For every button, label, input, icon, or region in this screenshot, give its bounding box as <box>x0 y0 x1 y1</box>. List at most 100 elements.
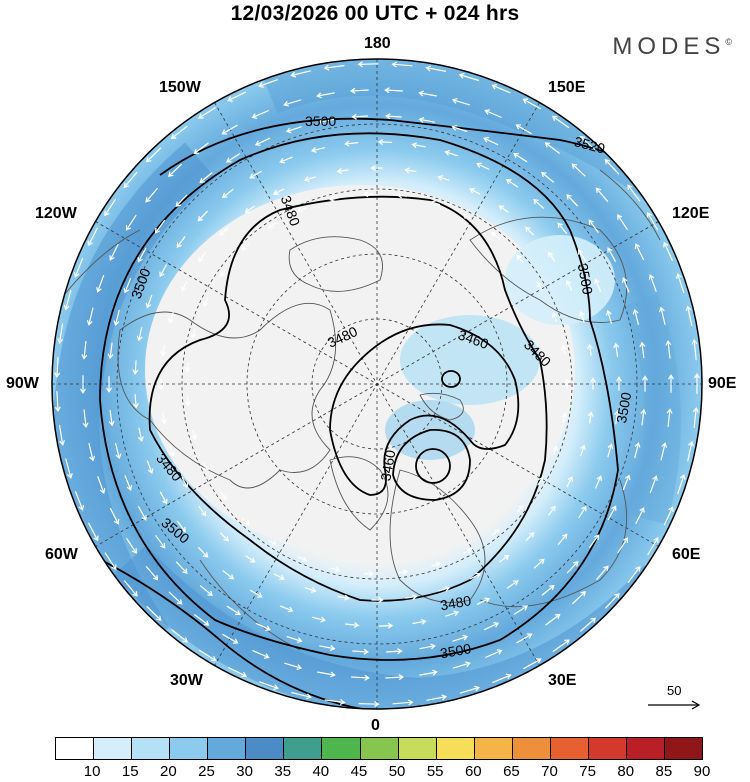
contour-3460-core <box>415 448 451 484</box>
wind-arrow <box>691 338 698 360</box>
wind-arrow <box>227 666 248 678</box>
wind-arrow <box>357 61 379 68</box>
wind-arrow <box>627 184 641 202</box>
wind-arrow <box>96 274 105 293</box>
colorbar-cell <box>208 738 247 759</box>
wind-arrow <box>537 281 543 291</box>
colorbar-cell <box>398 738 437 759</box>
wind-arrow <box>198 506 207 517</box>
wind-arrow <box>123 580 138 597</box>
colorbar-tick-label: 35 <box>274 763 292 780</box>
wind-arrow <box>329 195 340 202</box>
wind-arrow <box>378 622 394 629</box>
wind-arrow <box>184 362 191 373</box>
wind-arrow <box>97 476 106 494</box>
wind-arrow <box>146 460 154 475</box>
wind-arrow <box>658 306 666 325</box>
wind-arrow <box>202 297 209 307</box>
wind-arrow <box>330 566 341 573</box>
wind-arrow <box>291 691 312 700</box>
wind-arrow <box>251 109 269 119</box>
wind-arrow <box>560 344 567 355</box>
wind-arrow <box>123 277 132 294</box>
wind-arrow <box>169 445 175 458</box>
wind-arrow <box>114 442 122 460</box>
lon-label-150w: 150W <box>159 79 201 96</box>
wind-arrow <box>607 247 617 262</box>
wind-arrow <box>525 226 535 236</box>
reference-vector-head <box>691 700 701 710</box>
wind-arrow <box>145 565 159 581</box>
wind-arrow <box>676 273 685 294</box>
wind-arrow <box>273 573 285 580</box>
colorbar-cell <box>56 738 95 759</box>
wind-arrow <box>476 597 491 605</box>
map-disc <box>52 59 702 709</box>
wind-arrow <box>176 236 186 248</box>
colorbar-tick-label: 30 <box>236 763 253 780</box>
wind-arrow <box>541 171 555 183</box>
reference-vector-label: 50 <box>667 683 682 698</box>
wind-arrow <box>587 343 594 356</box>
wind-arrow <box>552 639 570 653</box>
wind-arrow <box>318 118 335 125</box>
wind-arrow <box>146 605 162 621</box>
wind-arrow <box>386 648 403 655</box>
wind-arrow <box>220 491 227 501</box>
wind-arrow <box>641 375 649 392</box>
wind-arrow <box>284 662 303 670</box>
wind-arrow <box>438 586 451 592</box>
contour-3480-outer <box>148 195 548 602</box>
wind-arrow <box>221 124 238 135</box>
wind-arrow <box>370 164 383 172</box>
wind-arrow <box>297 206 307 213</box>
wind-arrow <box>168 311 174 324</box>
wind-arrow <box>458 72 480 82</box>
wind-arrow <box>533 198 545 210</box>
wind-arrow <box>57 323 64 345</box>
brand-name: MODES <box>612 33 726 60</box>
wind-arrow <box>316 92 335 99</box>
wind-arrow <box>451 125 468 133</box>
lon-label-90w: 90W <box>6 375 39 392</box>
wind-arrow <box>79 375 87 394</box>
wind-arrow <box>336 167 349 174</box>
wind-arrow <box>168 591 183 605</box>
wind-arrow <box>431 561 442 568</box>
colorbar-tick-label: 60 <box>464 763 482 780</box>
wind-arrow <box>505 178 519 188</box>
europe-coast <box>389 469 486 603</box>
colorbar-cell <box>550 738 589 759</box>
wind-arrow <box>491 528 500 536</box>
latitude-circle-60 <box>181 188 573 580</box>
contour-label: 3500 <box>575 262 596 296</box>
contour-label: 3500 <box>439 640 473 661</box>
meridian-120e-60w <box>95 221 659 547</box>
colorbar-cell <box>360 738 399 759</box>
wind-arrow <box>419 669 438 676</box>
lon-label-120w: 120W <box>35 205 77 222</box>
wind-arrow <box>533 558 545 569</box>
contour-label: 3500 <box>613 391 634 425</box>
colorbar-cell <box>626 738 665 759</box>
wind-arrow <box>621 277 630 293</box>
wind-arrow <box>452 661 471 669</box>
wind-arrow <box>190 328 197 339</box>
wind-arrow <box>132 394 139 409</box>
colorbar-tick-label: 20 <box>160 763 177 780</box>
wind-arrow <box>109 507 120 525</box>
wind-arrow <box>551 115 570 129</box>
wind-arrow <box>125 214 137 231</box>
wind-arrow <box>385 674 405 681</box>
wind-arrow <box>617 537 629 554</box>
wind-arrow <box>125 537 137 554</box>
colorbar-tick-label: 55 <box>426 763 444 780</box>
wind-arrow <box>123 171 138 189</box>
wind-arrow <box>371 596 384 604</box>
lon-label-150e: 150E <box>548 79 586 96</box>
wind-arrow <box>391 61 413 68</box>
wind-arrow <box>578 505 587 519</box>
wind-arrow <box>492 673 512 684</box>
wind-patch-siberia <box>505 235 615 325</box>
